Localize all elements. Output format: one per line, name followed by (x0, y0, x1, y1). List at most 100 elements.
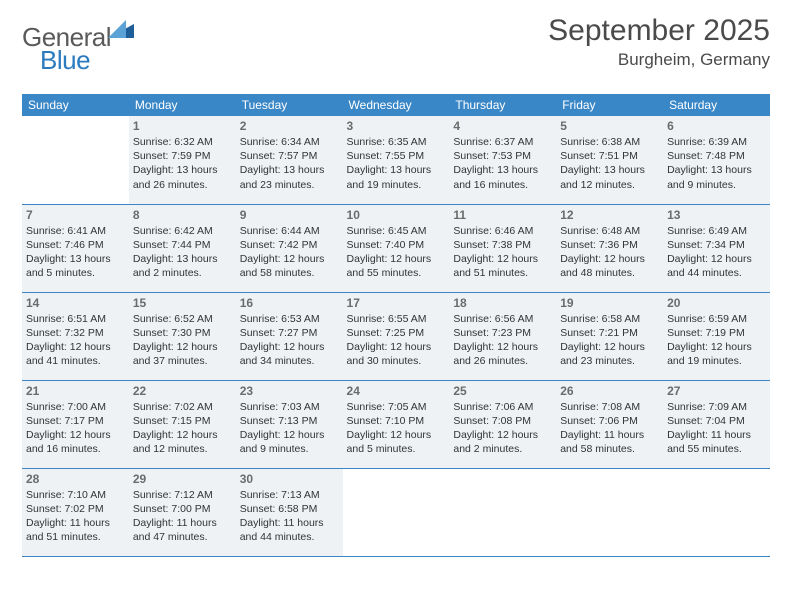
day-header-friday: Friday (556, 94, 663, 116)
day-number: 28 (26, 472, 125, 486)
day-info: Sunrise: 6:39 AMSunset: 7:48 PMDaylight:… (667, 135, 766, 192)
week-row: 14 Sunrise: 6:51 AMSunset: 7:32 PMDayligh… (22, 292, 770, 380)
day-cell: 22 Sunrise: 7:02 AMSunset: 7:15 PMDayligh… (129, 380, 236, 468)
day-info: Sunrise: 6:59 AMSunset: 7:19 PMDaylight:… (667, 312, 766, 369)
day-number: 18 (453, 296, 552, 310)
day-cell: 30 Sunrise: 7:13 AMSunset: 6:58 PMDayligh… (236, 468, 343, 556)
day-cell: 7 Sunrise: 6:41 AMSunset: 7:46 PMDaylight… (22, 204, 129, 292)
day-header-monday: Monday (129, 94, 236, 116)
day-cell: 12Sunrise: 6:48 AMSunset: 7:36 PMDayligh… (556, 204, 663, 292)
day-cell: 10Sunrise: 6:45 AMSunset: 7:40 PMDayligh… (343, 204, 450, 292)
day-number: 13 (667, 208, 766, 222)
day-cell: 24 Sunrise: 7:05 AMSunset: 7:10 PMDayligh… (343, 380, 450, 468)
page-header: General Blue September 2025 Burgheim, Ge… (22, 14, 770, 84)
day-cell: 28 Sunrise: 7:10 AMSunset: 7:02 PMDayligh… (22, 468, 129, 556)
day-number: 5 (560, 119, 659, 133)
day-number: 25 (453, 384, 552, 398)
day-info: Sunrise: 6:46 AMSunset: 7:38 PMDaylight:… (453, 224, 552, 281)
day-info: Sunrise: 6:51 AMSunset: 7:32 PMDaylight:… (26, 312, 125, 369)
day-header-saturday: Saturday (663, 94, 770, 116)
day-number: 16 (240, 296, 339, 310)
page-title: September 2025 (548, 14, 770, 48)
day-info: Sunrise: 6:52 AMSunset: 7:30 PMDaylight:… (133, 312, 232, 369)
day-number: 26 (560, 384, 659, 398)
week-row: 7 Sunrise: 6:41 AMSunset: 7:46 PMDaylight… (22, 204, 770, 292)
location-label: Burgheim, Germany (548, 50, 770, 70)
day-cell: 3 Sunrise: 6:35 AMSunset: 7:55 PMDaylight… (343, 116, 450, 204)
day-number: 24 (347, 384, 446, 398)
day-number: 22 (133, 384, 232, 398)
day-cell (663, 468, 770, 556)
calendar-body: 1Sunrise: 6:32 AMSunset: 7:59 PMDaylight… (22, 116, 770, 556)
day-number: 9 (240, 208, 339, 222)
day-cell: 20 Sunrise: 6:59 AMSunset: 7:19 PMDayligh… (663, 292, 770, 380)
day-info: Sunrise: 7:13 AMSunset: 6:58 PMDaylight:… (240, 488, 339, 545)
day-cell: 17Sunrise: 6:55 AMSunset: 7:25 PMDayligh… (343, 292, 450, 380)
title-block: September 2025 Burgheim, Germany (548, 14, 770, 70)
day-info: Sunrise: 7:09 AMSunset: 7:04 PMDaylight:… (667, 400, 766, 457)
day-cell: 27Sunrise: 7:09 AMSunset: 7:04 PMDayligh… (663, 380, 770, 468)
day-number: 8 (133, 208, 232, 222)
day-number: 21 (26, 384, 125, 398)
day-number: 4 (453, 119, 552, 133)
day-cell: 19 Sunrise: 6:58 AMSunset: 7:21 PMDayligh… (556, 292, 663, 380)
day-cell: 21 Sunrise: 7:00 AMSunset: 7:17 PMDayligh… (22, 380, 129, 468)
day-cell: 9 Sunrise: 6:44 AMSunset: 7:42 PMDaylight… (236, 204, 343, 292)
day-info: Sunrise: 6:38 AMSunset: 7:51 PMDaylight:… (560, 135, 659, 192)
day-header-sunday: Sunday (22, 94, 129, 116)
day-cell: 6Sunrise: 6:39 AMSunset: 7:48 PMDaylight… (663, 116, 770, 204)
day-info: Sunrise: 6:37 AMSunset: 7:53 PMDaylight:… (453, 135, 552, 192)
day-number: 20 (667, 296, 766, 310)
day-info: Sunrise: 7:02 AMSunset: 7:15 PMDaylight:… (133, 400, 232, 457)
day-cell: 2 Sunrise: 6:34 AMSunset: 7:57 PMDaylight… (236, 116, 343, 204)
day-info: Sunrise: 6:44 AMSunset: 7:42 PMDaylight:… (240, 224, 339, 281)
day-info: Sunrise: 7:10 AMSunset: 7:02 PMDaylight:… (26, 488, 125, 545)
day-info: Sunrise: 7:05 AMSunset: 7:10 PMDaylight:… (347, 400, 446, 457)
day-info: Sunrise: 6:45 AMSunset: 7:40 PMDaylight:… (347, 224, 446, 281)
day-cell (343, 468, 450, 556)
day-cell (22, 116, 129, 204)
day-info: Sunrise: 6:53 AMSunset: 7:27 PMDaylight:… (240, 312, 339, 369)
day-header-thursday: Thursday (449, 94, 556, 116)
day-cell: 25 Sunrise: 7:06 AMSunset: 7:08 PMDayligh… (449, 380, 556, 468)
day-number: 15 (133, 296, 232, 310)
day-cell (556, 468, 663, 556)
week-row: 1Sunrise: 6:32 AMSunset: 7:59 PMDaylight… (22, 116, 770, 204)
day-number: 11 (453, 208, 552, 222)
day-cell: 4 Sunrise: 6:37 AMSunset: 7:53 PMDaylight… (449, 116, 556, 204)
day-info: Sunrise: 6:56 AMSunset: 7:23 PMDaylight:… (453, 312, 552, 369)
day-info: Sunrise: 7:08 AMSunset: 7:06 PMDaylight:… (560, 400, 659, 457)
calendar-table: SundayMondayTuesdayWednesdayThursdayFrid… (22, 94, 770, 557)
day-number: 2 (240, 119, 339, 133)
day-cell: 5 Sunrise: 6:38 AMSunset: 7:51 PMDaylight… (556, 116, 663, 204)
day-info: Sunrise: 6:41 AMSunset: 7:46 PMDaylight:… (26, 224, 125, 281)
day-number: 30 (240, 472, 339, 486)
day-info: Sunrise: 6:49 AMSunset: 7:34 PMDaylight:… (667, 224, 766, 281)
logo-triangle-icon (108, 20, 134, 38)
day-header-tuesday: Tuesday (236, 94, 343, 116)
day-info: Sunrise: 7:12 AMSunset: 7:00 PMDaylight:… (133, 488, 232, 545)
day-info: Sunrise: 6:35 AMSunset: 7:55 PMDaylight:… (347, 135, 446, 192)
day-cell: 29 Sunrise: 7:12 AMSunset: 7:00 PMDayligh… (129, 468, 236, 556)
day-number: 7 (26, 208, 125, 222)
day-number: 19 (560, 296, 659, 310)
day-number: 17 (347, 296, 446, 310)
day-cell: 1Sunrise: 6:32 AMSunset: 7:59 PMDaylight… (129, 116, 236, 204)
day-number: 3 (347, 119, 446, 133)
day-number: 14 (26, 296, 125, 310)
day-number: 29 (133, 472, 232, 486)
day-cell: 11 Sunrise: 6:46 AMSunset: 7:38 PMDayligh… (449, 204, 556, 292)
logo: General Blue (22, 22, 111, 84)
day-info: Sunrise: 6:42 AMSunset: 7:44 PMDaylight:… (133, 224, 232, 281)
day-cell: 23Sunrise: 7:03 AMSunset: 7:13 PMDayligh… (236, 380, 343, 468)
day-cell: 15 Sunrise: 6:52 AMSunset: 7:30 PMDayligh… (129, 292, 236, 380)
day-cell: 8 Sunrise: 6:42 AMSunset: 7:44 PMDaylight… (129, 204, 236, 292)
day-info: Sunrise: 7:00 AMSunset: 7:17 PMDaylight:… (26, 400, 125, 457)
day-info: Sunrise: 6:58 AMSunset: 7:21 PMDaylight:… (560, 312, 659, 369)
logo-text-blue: Blue (40, 45, 90, 75)
day-header-row: SundayMondayTuesdayWednesdayThursdayFrid… (22, 94, 770, 116)
week-row: 28 Sunrise: 7:10 AMSunset: 7:02 PMDayligh… (22, 468, 770, 556)
day-info: Sunrise: 7:06 AMSunset: 7:08 PMDaylight:… (453, 400, 552, 457)
day-cell: 13 Sunrise: 6:49 AMSunset: 7:34 PMDayligh… (663, 204, 770, 292)
day-info: Sunrise: 6:34 AMSunset: 7:57 PMDaylight:… (240, 135, 339, 192)
